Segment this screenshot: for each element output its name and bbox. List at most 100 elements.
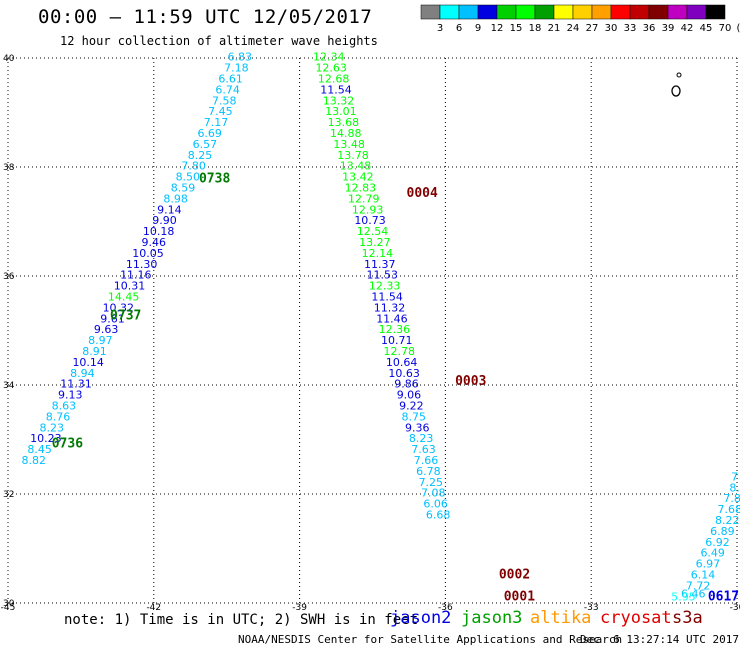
legend-swatch [477,4,498,20]
wave-height-value: 8.25 [188,149,213,162]
legend-swatch [591,4,612,20]
wave-height-value: 7.66 [414,454,439,467]
wave-height-value: 7.18 [224,62,249,75]
wave-height-value: 8.63 [52,400,77,413]
legend-swatch [496,4,517,20]
legend-swatch [667,4,688,20]
wave-height-value: 10.14 [72,356,104,369]
satellite-jason3: jason3 [461,608,523,628]
wave-height-value: 6.74 [215,83,240,96]
track-time-label: 0004 [407,186,438,201]
wave-height-value: 10.05 [132,247,164,260]
wave-height-value: 7.45 [208,105,233,118]
wave-height-value: 11.53 [366,269,398,282]
wave-height-value: 13.32 [323,94,355,107]
legend-label: 15 [510,23,523,34]
legend-swatch [572,4,593,20]
legend-label: (ft) [736,23,740,34]
satellite-s3a: s3a [672,608,703,628]
wave-height-value: 8.23 [39,421,64,434]
wave-height-points: 6.837.186.616.747.587.457.176.696.578.25… [22,51,740,604]
wave-height-value: 7.58 [212,94,237,107]
wave-height-value: 8.76 [46,410,71,423]
wave-height-value: 8.59 [171,182,196,195]
legend-swatch [705,4,726,20]
wave-height-value: 8.94 [70,367,95,380]
wave-height-value: 6.78 [416,465,441,478]
x-tick-label: -30 [730,603,740,613]
wave-height-value: 9.63 [94,323,119,336]
track-time-labels: 0738 0737 0736 0004 0003 0002 0001 0617 [52,171,739,604]
wave-height-value: 7.68 [717,503,740,516]
track-time-label: 0617 [708,589,739,604]
wave-height-value: 11.54 [320,83,352,96]
legend-label: 45 [700,23,713,34]
wave-height-value: 8.98 [163,192,188,205]
wave-height-value: 13.27 [359,236,391,249]
x-tick-label: -33 [584,603,599,613]
wave-height-value: 7.17 [204,116,229,129]
wave-height-value: 13.01 [325,105,357,118]
wave-height-value: 10.18 [143,225,175,238]
wave-height-value: 9.46 [142,236,167,249]
y-tick-label: 38 [3,163,15,173]
legend-label: 30 [605,23,618,34]
wave-height-value: 12.79 [348,192,380,205]
legend-label: 21 [548,23,561,34]
wave-height-value: 12.34 [313,51,345,64]
wave-height-value: 11.30 [126,258,158,271]
wave-height-value: 12.68 [318,73,350,86]
wave-height-value: 10.32 [103,301,135,314]
wave-height-value: 12.83 [345,182,377,195]
wave-height-value: 10.63 [388,367,420,380]
wave-height-value: 6.14 [691,568,716,581]
wave-height-value: 11.32 [374,301,406,314]
wave-height-value: 14.45 [108,291,140,304]
wave-height-value: 11.16 [120,269,152,282]
wave-height-value: 6.89 [710,525,735,538]
wave-height-value: 12.36 [379,323,411,336]
wave-height-value: 12.63 [315,62,347,75]
y-tick-label: 32 [3,490,14,500]
wave-height-value: 8.91 [82,345,107,358]
wave-height-value: 13.78 [337,149,369,162]
wave-height-value: 10.64 [386,356,418,369]
wave-height-value: 12.14 [362,247,394,260]
wave-height-value: 12.93 [352,203,384,216]
wave-height-value: 13.42 [342,171,374,184]
legend-swatch [439,4,460,20]
wave-height-value: 7.25 [419,476,444,489]
wave-height-value: 12.78 [383,345,415,358]
y-tick-label: 40 [3,54,15,64]
wave-height-value: 10.23 [30,432,62,445]
satellite-jason2: jason2 [390,608,452,628]
track-time-label: 0001 [504,589,535,604]
legend-swatch [553,4,574,20]
wave-height-value: 9.14 [157,203,182,216]
wave-height-value: 5.95 [671,590,696,603]
wave-height-value: 7 [731,470,738,483]
wave-height-value: 6.92 [705,536,730,549]
wave-height-value: 13.48 [333,138,365,151]
wave-height-value: 11.37 [364,258,396,271]
legend-label: 9 [475,23,481,34]
wave-height-value: 8.75 [402,410,427,423]
legend-label: 33 [624,23,637,34]
legend-swatch [648,4,669,20]
legend-swatch [534,4,555,20]
legend-swatch [610,4,631,20]
wave-height-value: 6.83 [228,51,253,64]
wave-height-value: 7.8 [723,492,740,505]
wave-height-value: 6.61 [218,73,243,86]
page-subtitle: 12 hour collection of altimeter wave hei… [60,34,378,48]
wave-height-value: 9.06 [397,389,422,402]
wave-height-value: 8.23 [409,432,434,445]
wave-height-value: 10.71 [381,334,413,347]
wave-height-value: 8.82 [22,454,47,467]
credit-line: NOAA/NESDIS Center for Satellite Applica… [238,633,623,646]
wave-height-value: 8. [729,481,740,494]
wave-height-value: 6.97 [696,558,721,571]
wave-height-value: 7.80 [181,160,206,173]
track-time-label: 0736 [52,437,83,452]
legend-swatch [458,4,479,20]
